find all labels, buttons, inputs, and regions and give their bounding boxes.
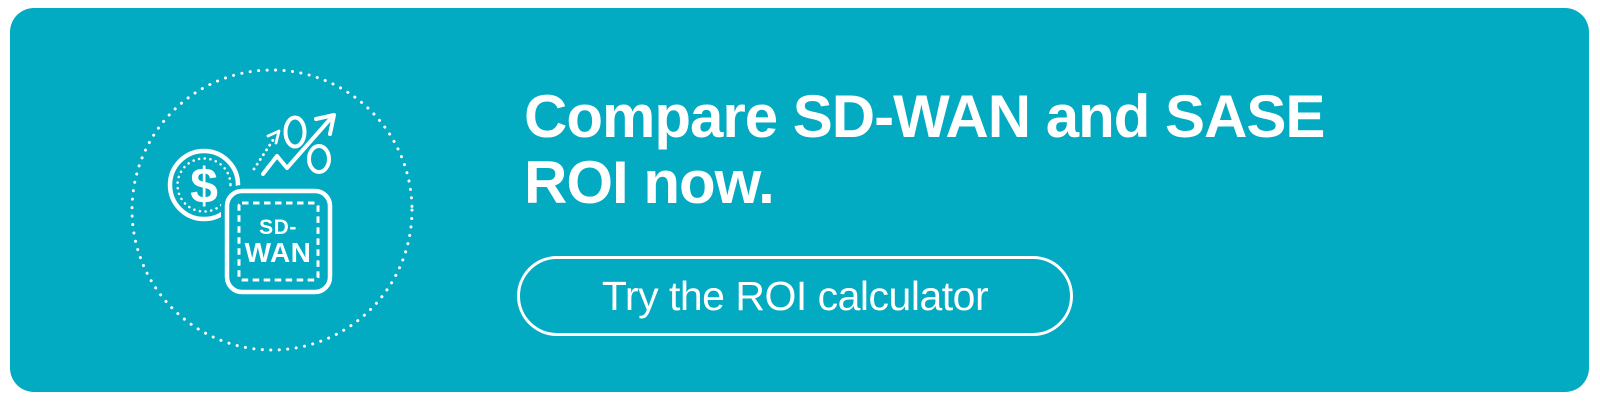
growth-percent-icon bbox=[261, 113, 336, 176]
headline: Compare SD-WAN and SASE ROI now. bbox=[524, 83, 1325, 216]
try-roi-calculator-button[interactable]: Try the ROI calculator bbox=[517, 256, 1073, 336]
headline-line2: ROI now. bbox=[524, 149, 775, 216]
sd-wan-box-icon: SD- WAN bbox=[221, 185, 336, 298]
dotted-arrow-icon bbox=[252, 129, 281, 171]
dotted-circle-icon bbox=[130, 68, 414, 352]
sd-wan-roi-illustration: $ SD- WAN bbox=[130, 68, 414, 352]
sd-wan-box-label-line1: SD- bbox=[259, 216, 297, 239]
dollar-coin-icon: $ bbox=[167, 148, 241, 222]
headline-line1: Compare SD-WAN and SASE bbox=[524, 83, 1325, 150]
dollar-symbol: $ bbox=[190, 158, 218, 214]
cta-banner: $ SD- WAN Compare SD-WAN and SASE ROI no… bbox=[10, 8, 1589, 392]
sd-wan-box-label-line2: WAN bbox=[245, 237, 312, 268]
